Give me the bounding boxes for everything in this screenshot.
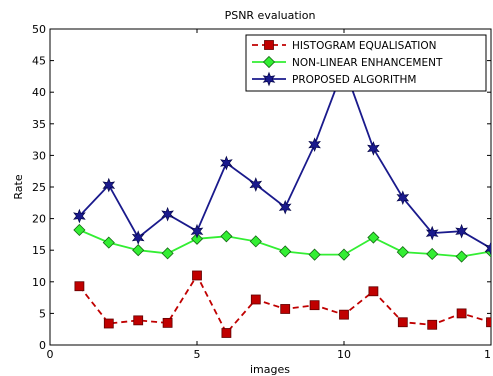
data-point: [367, 141, 380, 156]
x-tick-label: 5: [194, 348, 201, 361]
y-tick-label: 45: [32, 55, 46, 68]
legend-marker: [262, 55, 276, 69]
series-layer: [73, 59, 491, 338]
y-tick-label: 40: [32, 86, 46, 99]
data-point: [102, 236, 115, 249]
x-tick-label: 0: [47, 348, 54, 361]
data-point: [221, 328, 232, 338]
legend-entry: PROPOSED ALGORITHM: [292, 74, 416, 86]
data-point: [396, 190, 410, 206]
data-point: [249, 235, 262, 248]
data-point: [102, 177, 116, 193]
legend-marker: [264, 40, 274, 50]
data-point: [132, 244, 145, 257]
legend: HISTOGRAM EQUALISATION NON-LINEAR ENHANCE…: [245, 34, 487, 92]
y-axis-label: Rate: [12, 174, 25, 199]
series-2: [73, 223, 491, 263]
data-point: [308, 248, 321, 261]
x-axis-label: images: [250, 363, 290, 376]
data-point: [73, 208, 86, 224]
y-tick-label: 50: [32, 23, 46, 36]
y-tick-label: 10: [32, 276, 46, 289]
data-point: [162, 317, 173, 328]
series-3: [73, 59, 491, 256]
data-point: [161, 206, 174, 222]
data-point: [192, 270, 202, 281]
data-point: [368, 286, 379, 297]
x-tick-label: 10: [337, 348, 351, 361]
axes: 0 5 10 15 20 25 30 35 40 45 50 0 5 10 1: [32, 23, 492, 361]
data-point: [309, 300, 320, 311]
data-point: [397, 317, 408, 328]
data-point: [427, 319, 438, 330]
data-point: [74, 281, 85, 292]
data-point: [220, 155, 233, 171]
data-point: [425, 225, 439, 241]
y-tick-label: 35: [32, 118, 46, 131]
data-point: [250, 294, 261, 305]
legend-entry: HISTOGRAM EQUALISATION: [292, 40, 437, 52]
y-tick-label: 15: [32, 244, 46, 257]
legend-entry: NON-LINEAR ENHANCEMENT: [292, 57, 443, 69]
legend-marker: [262, 71, 276, 87]
data-point: [456, 308, 467, 319]
series-1: [74, 270, 491, 338]
data-point: [337, 248, 351, 261]
data-point: [455, 250, 468, 263]
y-tick-label: 30: [32, 149, 46, 162]
data-point: [396, 246, 409, 259]
data-point: [73, 223, 86, 237]
data-point: [249, 177, 263, 192]
y-tick-label: 20: [32, 213, 46, 226]
data-point: [103, 318, 114, 329]
data-point: [455, 223, 468, 239]
data-point: [161, 247, 174, 260]
data-point: [279, 245, 292, 258]
y-tick-label: 5: [39, 307, 46, 320]
data-point: [280, 304, 291, 314]
data-point: [339, 309, 349, 320]
data-point: [426, 247, 439, 261]
data-point: [220, 230, 233, 243]
data-point: [308, 137, 321, 153]
data-point: [133, 315, 144, 326]
x-tick-label: 1: [484, 348, 491, 361]
data-point: [190, 223, 204, 239]
chart-title: PSNR evaluation: [225, 9, 316, 22]
data-point: [278, 199, 292, 215]
y-tick-label: 25: [32, 181, 46, 194]
data-point: [367, 231, 380, 244]
data-point: [131, 230, 145, 245]
data-point: [486, 317, 491, 328]
y-tick-label: 0: [39, 339, 46, 352]
data-point: [484, 240, 491, 256]
data-point: [190, 232, 204, 245]
